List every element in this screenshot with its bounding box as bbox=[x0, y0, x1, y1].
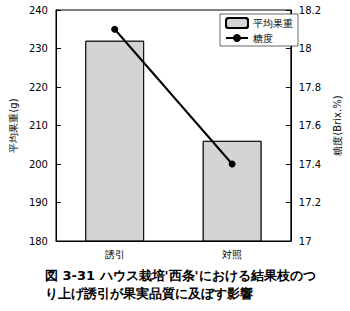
svg-text:対照: 対照 bbox=[222, 249, 242, 260]
svg-text:17.4: 17.4 bbox=[299, 159, 321, 170]
svg-text:17.8: 17.8 bbox=[299, 82, 321, 93]
svg-text:210: 210 bbox=[29, 120, 48, 131]
svg-text:180: 180 bbox=[29, 236, 48, 247]
svg-text:り上げ誘引が果実品質に及ぼす影響: り上げ誘引が果実品質に及ぼす影響 bbox=[45, 286, 253, 301]
svg-text:糖度(Brix.%): 糖度(Brix.%) bbox=[332, 95, 343, 155]
svg-text:17: 17 bbox=[299, 236, 312, 247]
svg-text:図 3-31 ハウス栽培'西条'における結果枝のつ: 図 3-31 ハウス栽培'西条'における結果枝のつ bbox=[45, 268, 316, 283]
svg-text:17.6: 17.6 bbox=[299, 120, 321, 131]
svg-text:220: 220 bbox=[29, 82, 48, 93]
svg-text:18.2: 18.2 bbox=[299, 5, 321, 16]
svg-text:200: 200 bbox=[29, 159, 48, 170]
svg-text:230: 230 bbox=[29, 43, 48, 54]
svg-text:17.2: 17.2 bbox=[299, 197, 321, 208]
svg-text:誘引: 誘引 bbox=[105, 249, 125, 260]
svg-text:平均果重: 平均果重 bbox=[253, 18, 293, 29]
svg-text:240: 240 bbox=[29, 5, 48, 16]
svg-text:平均果重(g): 平均果重(g) bbox=[8, 98, 19, 152]
svg-text:190: 190 bbox=[29, 197, 48, 208]
svg-text:18: 18 bbox=[299, 43, 312, 54]
svg-text:糖度: 糖度 bbox=[253, 33, 273, 44]
